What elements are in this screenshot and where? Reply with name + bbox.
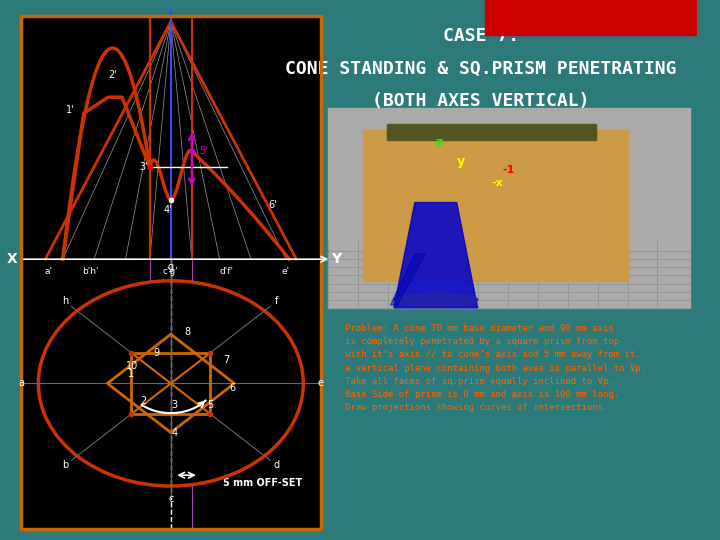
Text: 1': 1' — [66, 105, 75, 116]
Bar — [387, 124, 596, 140]
Text: 5 mm OFF-SET: 5 mm OFF-SET — [223, 478, 302, 488]
Text: d: d — [274, 461, 280, 470]
Text: -1: -1 — [502, 165, 514, 175]
Bar — [21, 16, 320, 529]
Circle shape — [38, 281, 303, 486]
Polygon shape — [390, 254, 426, 305]
Bar — [485, 0, 697, 35]
Bar — [328, 108, 690, 308]
Text: Y: Y — [331, 252, 341, 266]
Text: b: b — [62, 461, 68, 470]
Text: 5: 5 — [207, 400, 213, 410]
Text: 7: 7 — [223, 355, 230, 365]
Text: a': a' — [45, 267, 53, 276]
Text: 4': 4' — [164, 205, 173, 215]
Text: a: a — [18, 379, 24, 388]
Text: f: f — [275, 296, 279, 306]
Text: z: z — [436, 136, 443, 149]
Text: g: g — [168, 262, 174, 272]
Ellipse shape — [394, 293, 477, 306]
Text: (BOTH AXES VERTICAL): (BOTH AXES VERTICAL) — [372, 92, 590, 110]
Text: y: y — [456, 154, 465, 168]
Text: 2: 2 — [140, 396, 146, 406]
Text: h: h — [62, 296, 68, 306]
Text: 6': 6' — [269, 200, 277, 210]
Text: c'g': c'g' — [163, 267, 179, 276]
Text: -x: -x — [492, 178, 503, 188]
Polygon shape — [394, 202, 477, 308]
Text: d'f': d'f' — [220, 267, 233, 276]
Text: 8: 8 — [184, 327, 191, 336]
Bar — [363, 130, 628, 281]
Text: e': e' — [282, 267, 290, 276]
Bar — [21, 16, 320, 529]
Text: 5': 5' — [199, 146, 207, 156]
Text: b'h': b'h' — [82, 267, 99, 276]
Text: 1: 1 — [128, 369, 135, 379]
Text: 10: 10 — [126, 361, 138, 371]
Text: 2': 2' — [108, 70, 117, 80]
Text: 3: 3 — [171, 400, 177, 410]
Text: e: e — [318, 379, 324, 388]
Text: Problem: A cone 70 mm base diameter and 90 mm axis
is completely penetrated by a: Problem: A cone 70 mm base diameter and … — [345, 324, 646, 412]
Text: CONE STANDING & SQ.PRISM PENETRATING: CONE STANDING & SQ.PRISM PENETRATING — [285, 59, 677, 77]
Text: 4: 4 — [171, 428, 177, 438]
Text: CASE 7.: CASE 7. — [443, 27, 519, 45]
Text: 3': 3' — [140, 162, 148, 172]
Text: 6: 6 — [229, 383, 235, 393]
Text: 9: 9 — [154, 348, 160, 358]
Text: c: c — [168, 495, 174, 504]
Text: X: X — [6, 252, 17, 266]
